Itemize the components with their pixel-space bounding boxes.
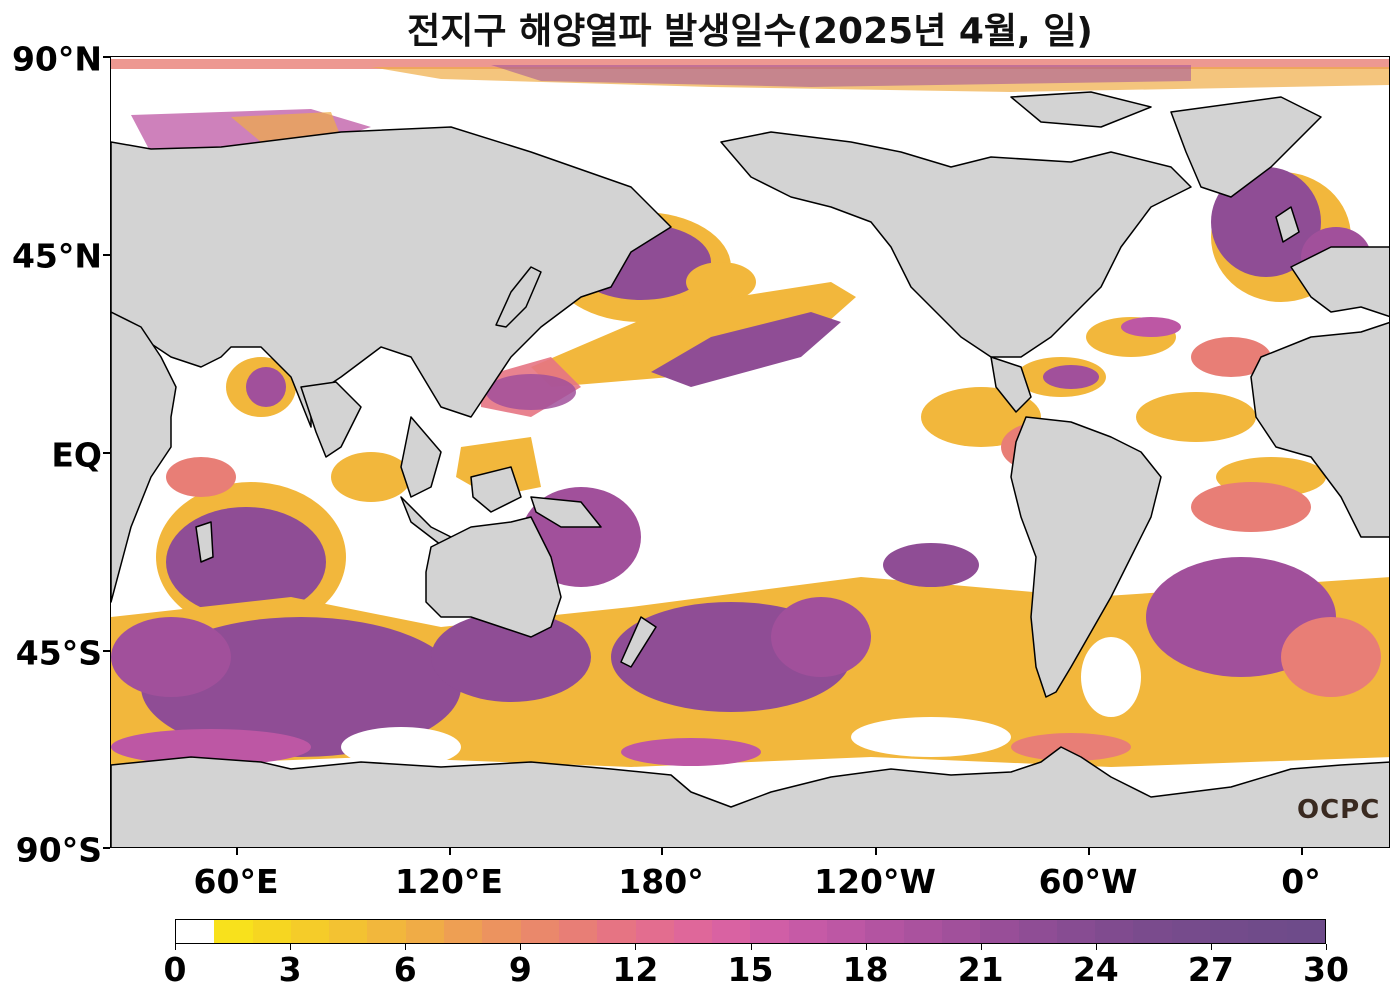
colorbar-segment xyxy=(1248,920,1287,943)
colorbar-tick-label: 0 xyxy=(163,950,187,989)
antarctica-landmass xyxy=(111,746,1389,847)
heatwave-map-svg xyxy=(111,57,1389,847)
greenland-landmass xyxy=(1170,96,1322,198)
colorbar-segment xyxy=(788,920,828,943)
lon-label-180: 180° xyxy=(618,862,704,901)
colorbar-tick xyxy=(175,944,176,950)
central-america-landmass xyxy=(990,356,1032,413)
lat-tick xyxy=(103,254,110,256)
uk-landmass xyxy=(1275,206,1300,243)
australia-landmass xyxy=(425,516,562,638)
colorbar-tick xyxy=(405,944,407,950)
colorbar-tick-label: 27 xyxy=(1187,950,1234,989)
colorbar-tick-label: 18 xyxy=(842,950,889,989)
india-landmass xyxy=(300,381,362,458)
colorbar-segment xyxy=(712,920,751,943)
lon-label-120e: 120°E xyxy=(395,862,503,901)
lat-tick xyxy=(103,56,110,58)
land-layer xyxy=(111,91,1389,847)
borneo-landmass xyxy=(470,466,522,513)
colorbar-tick-label: 21 xyxy=(957,950,1004,989)
colorbar-segment xyxy=(827,920,866,943)
colorbar-tick xyxy=(1210,944,1212,950)
lat-tick xyxy=(103,847,110,849)
lon-label-0: 0° xyxy=(1281,862,1321,901)
lat-label-45n: 45°N xyxy=(11,236,102,276)
colorbar-segment xyxy=(520,920,559,943)
lon-tick xyxy=(1088,848,1090,855)
lat-label-90n: 90°N xyxy=(11,39,102,79)
colorbar-segment xyxy=(1210,920,1249,943)
europe-landmass xyxy=(1290,246,1389,318)
colorbar-segment xyxy=(367,920,406,943)
eurasia-africa-landmass xyxy=(111,126,672,428)
map-title: 전지구 해양열파 발생일수(2025년 4월, 일) xyxy=(407,11,1093,52)
newzealand-landmass xyxy=(620,616,657,668)
colorbar-tick-label: 24 xyxy=(1072,950,1119,989)
lat-label-eq: EQ xyxy=(51,435,102,475)
colorbar-segment xyxy=(1095,920,1134,943)
colorbar-tick xyxy=(1095,944,1097,950)
colorbar-segment xyxy=(865,920,904,943)
colorbar-segment xyxy=(1286,920,1325,943)
arctic-islands-landmass xyxy=(1010,91,1152,128)
ocpc-logo: OCPC xyxy=(1297,795,1381,825)
madagascar-landmass xyxy=(195,521,214,563)
colorbar-tick xyxy=(635,944,637,950)
colorbar-segment xyxy=(1018,920,1057,943)
lon-label-60e: 60°E xyxy=(193,862,279,901)
colorbar-segment xyxy=(176,920,215,943)
colorbar-segment xyxy=(980,920,1019,943)
colorbar-segment xyxy=(1171,920,1211,943)
colorbar-segment xyxy=(941,920,981,943)
lon-tick xyxy=(875,848,877,855)
seasia-landmass xyxy=(400,416,442,498)
colorbar-segment xyxy=(290,920,330,943)
africa-landmass xyxy=(111,311,177,603)
lon-label-60w: 60°W xyxy=(1038,862,1138,901)
colorbar-segment xyxy=(405,920,445,943)
south-america-landmass xyxy=(1010,416,1162,698)
lon-tick xyxy=(1301,848,1303,855)
japan-landmass xyxy=(495,266,542,328)
colorbar-segment xyxy=(1056,920,1096,943)
colorbar-segment xyxy=(597,920,636,943)
newguinea-landmass xyxy=(530,496,602,528)
colorbar-segment xyxy=(750,920,789,943)
colorbar-segment xyxy=(635,920,674,943)
lon-label-120w: 120°W xyxy=(814,862,936,901)
colorbar-tick-label: 3 xyxy=(278,950,302,989)
colorbar-tick-label: 9 xyxy=(508,950,532,989)
colorbar-tick-label: 6 xyxy=(393,950,417,989)
lat-tick xyxy=(103,452,110,454)
colorbar-tick xyxy=(1326,944,1327,950)
colorbar-segment xyxy=(329,920,368,943)
colorbar-tick xyxy=(750,944,752,950)
colorbar-segment xyxy=(558,920,598,943)
colorbar-tick xyxy=(290,944,292,950)
lon-tick xyxy=(236,848,238,855)
lon-tick xyxy=(661,848,663,855)
colorbar-tick-label: 15 xyxy=(727,950,774,989)
colorbar-tick xyxy=(520,944,522,950)
colorbar-segment xyxy=(903,920,942,943)
colorbar-tick xyxy=(865,944,867,950)
colorbar-segment xyxy=(1133,920,1172,943)
lat-label-45s: 45°S xyxy=(15,633,102,673)
north-america-landmass xyxy=(720,131,1192,358)
lat-label-90s: 90°S xyxy=(15,830,102,870)
westafrica-landmass xyxy=(1250,321,1389,538)
lon-tick xyxy=(449,848,451,855)
colorbar xyxy=(175,919,1326,944)
colorbar-tick-label: 30 xyxy=(1303,950,1349,989)
colorbar-segment xyxy=(444,920,483,943)
colorbar-segment xyxy=(214,920,253,943)
colorbar-tick-label: 12 xyxy=(612,950,659,989)
colorbar-segment xyxy=(252,920,291,943)
colorbar-segment xyxy=(673,920,713,943)
map-area: OCPC xyxy=(110,56,1390,848)
colorbar-segment xyxy=(482,920,521,943)
colorbar-tick xyxy=(980,944,982,950)
lat-tick xyxy=(103,650,110,652)
